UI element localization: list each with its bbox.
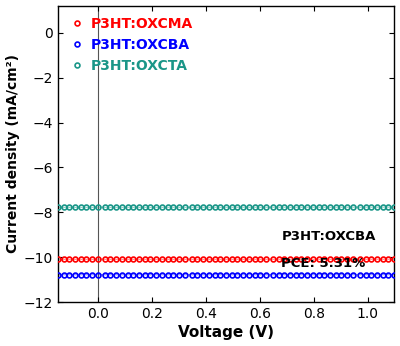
Line: P3HT:OXCMA: P3HT:OXCMA <box>56 257 400 262</box>
P3HT:OXCTA <box>398 205 400 209</box>
Line: P3HT:OXCTA: P3HT:OXCTA <box>56 205 400 210</box>
P3HT:OXCMA <box>154 257 159 261</box>
P3HT:OXCTA <box>270 205 275 209</box>
P3HT:OXCTA <box>142 205 147 209</box>
P3HT:OXCMA <box>114 257 118 261</box>
P3HT:OXCTA <box>154 205 159 209</box>
P3HT:OXCBA <box>154 273 159 277</box>
P3HT:OXCMA <box>270 257 275 261</box>
P3HT:OXCTA <box>171 205 176 209</box>
P3HT:OXCMA <box>56 257 60 261</box>
P3HT:OXCTA <box>56 205 60 209</box>
P3HT:OXCTA <box>114 205 118 209</box>
P3HT:OXCMA <box>142 257 147 261</box>
Text: P3HT:OXCBA: P3HT:OXCBA <box>281 230 376 244</box>
Text: PCE: 5.31%: PCE: 5.31% <box>281 257 366 271</box>
Legend: P3HT:OXCMA, P3HT:OXCBA, P3HT:OXCTA: P3HT:OXCMA, P3HT:OXCBA, P3HT:OXCTA <box>65 12 198 77</box>
P3HT:OXCBA <box>270 273 275 277</box>
X-axis label: Voltage (V): Voltage (V) <box>178 326 274 340</box>
P3HT:OXCBA <box>114 273 118 277</box>
P3HT:OXCTA <box>165 205 170 209</box>
Line: P3HT:OXCBA: P3HT:OXCBA <box>56 272 400 277</box>
P3HT:OXCBA <box>398 273 400 277</box>
P3HT:OXCBA <box>171 273 176 277</box>
Y-axis label: Current density (mA/cm²): Current density (mA/cm²) <box>6 54 20 254</box>
P3HT:OXCMA <box>398 257 400 261</box>
P3HT:OXCBA <box>165 273 170 277</box>
P3HT:OXCMA <box>165 257 170 261</box>
P3HT:OXCMA <box>171 257 176 261</box>
P3HT:OXCBA <box>142 273 147 277</box>
P3HT:OXCBA <box>56 273 60 277</box>
